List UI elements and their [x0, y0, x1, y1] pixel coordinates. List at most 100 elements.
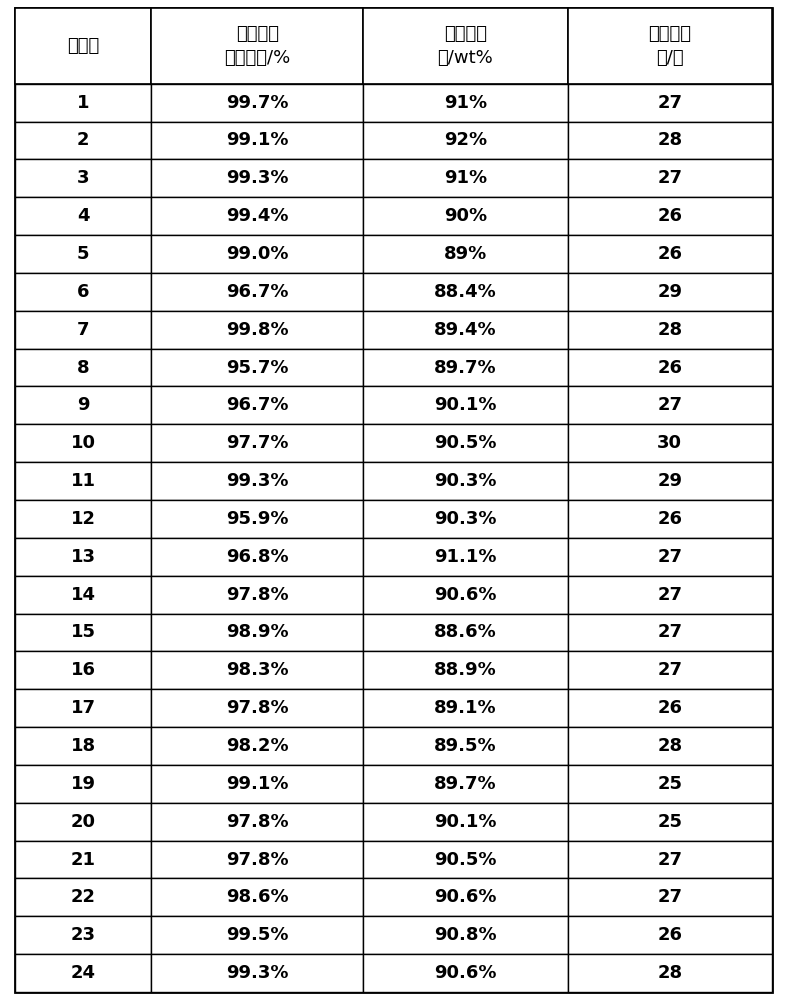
- Text: 95.7%: 95.7%: [226, 359, 289, 377]
- Text: 88.4%: 88.4%: [434, 283, 497, 301]
- Text: 99.8%: 99.8%: [226, 321, 289, 339]
- Bar: [151, 424, 364, 462]
- Bar: [151, 500, 364, 538]
- Bar: [567, 878, 772, 916]
- Text: 12: 12: [71, 510, 96, 528]
- Text: 97.8%: 97.8%: [226, 586, 289, 604]
- Bar: [364, 689, 567, 727]
- Text: 96.7%: 96.7%: [226, 283, 289, 301]
- Bar: [151, 349, 364, 386]
- Bar: [567, 803, 772, 841]
- Text: 99.5%: 99.5%: [226, 926, 289, 944]
- Bar: [151, 122, 364, 159]
- Bar: [567, 349, 772, 386]
- Bar: [151, 841, 364, 878]
- Text: 1: 1: [77, 94, 90, 112]
- Text: 11: 11: [71, 472, 96, 490]
- Bar: [15, 122, 151, 159]
- Text: 89.4%: 89.4%: [434, 321, 497, 339]
- Text: 实施例: 实施例: [67, 37, 99, 55]
- Bar: [364, 273, 567, 311]
- Bar: [567, 727, 772, 765]
- Text: 17: 17: [71, 699, 96, 717]
- Bar: [567, 689, 772, 727]
- Text: 98.9%: 98.9%: [226, 623, 289, 641]
- Text: 催化剂寿
命/天: 催化剂寿 命/天: [648, 25, 691, 67]
- Text: 97.7%: 97.7%: [226, 434, 289, 452]
- Text: 90.3%: 90.3%: [434, 510, 497, 528]
- Text: 99.1%: 99.1%: [226, 775, 289, 793]
- Text: 88.6%: 88.6%: [434, 623, 497, 641]
- Bar: [151, 197, 364, 235]
- Bar: [567, 159, 772, 197]
- Text: 27: 27: [657, 851, 682, 869]
- Bar: [567, 386, 772, 424]
- Bar: [567, 614, 772, 651]
- Bar: [364, 954, 567, 992]
- Bar: [151, 235, 364, 273]
- Text: 91%: 91%: [444, 169, 487, 187]
- Text: 96.7%: 96.7%: [226, 396, 289, 414]
- Text: 含氧化合
物转化率/%: 含氧化合 物转化率/%: [224, 25, 290, 67]
- Text: 27: 27: [657, 396, 682, 414]
- Bar: [151, 386, 364, 424]
- Bar: [567, 841, 772, 878]
- Text: 5: 5: [77, 245, 90, 263]
- Text: 89.7%: 89.7%: [434, 359, 497, 377]
- Bar: [15, 841, 151, 878]
- Text: 90.8%: 90.8%: [434, 926, 497, 944]
- Bar: [567, 954, 772, 992]
- Bar: [364, 159, 567, 197]
- Bar: [364, 386, 567, 424]
- Text: 8: 8: [77, 359, 90, 377]
- Bar: [567, 235, 772, 273]
- Text: 29: 29: [657, 472, 682, 490]
- Text: 96.8%: 96.8%: [226, 548, 289, 566]
- Text: 98.2%: 98.2%: [226, 737, 289, 755]
- Bar: [364, 500, 567, 538]
- Text: 29: 29: [657, 283, 682, 301]
- Bar: [567, 500, 772, 538]
- Bar: [364, 84, 567, 122]
- Text: 10: 10: [71, 434, 96, 452]
- Bar: [15, 311, 151, 349]
- Bar: [364, 424, 567, 462]
- Text: 26: 26: [657, 510, 682, 528]
- Bar: [567, 84, 772, 122]
- Text: 91%: 91%: [444, 94, 487, 112]
- Text: 90.1%: 90.1%: [434, 396, 497, 414]
- Text: 24: 24: [71, 964, 96, 982]
- Text: 99.3%: 99.3%: [226, 964, 289, 982]
- Text: 26: 26: [657, 699, 682, 717]
- Text: 89.1%: 89.1%: [434, 699, 497, 717]
- Text: 28: 28: [657, 131, 682, 149]
- Text: 90.6%: 90.6%: [434, 586, 497, 604]
- Text: 15: 15: [71, 623, 96, 641]
- Bar: [364, 349, 567, 386]
- Bar: [151, 614, 364, 651]
- Text: 27: 27: [657, 548, 682, 566]
- Text: 90.5%: 90.5%: [434, 434, 497, 452]
- Text: 28: 28: [657, 321, 682, 339]
- Bar: [364, 576, 567, 614]
- Bar: [364, 538, 567, 576]
- Bar: [567, 197, 772, 235]
- Bar: [364, 462, 567, 500]
- Text: 26: 26: [657, 245, 682, 263]
- Text: 89.7%: 89.7%: [434, 775, 497, 793]
- Bar: [15, 235, 151, 273]
- Text: 27: 27: [657, 661, 682, 679]
- Text: 90%: 90%: [444, 207, 487, 225]
- Text: 4: 4: [77, 207, 90, 225]
- Bar: [151, 954, 364, 992]
- Bar: [15, 424, 151, 462]
- Text: 99.1%: 99.1%: [226, 131, 289, 149]
- Text: 9: 9: [77, 396, 90, 414]
- Bar: [151, 538, 364, 576]
- Bar: [364, 614, 567, 651]
- Bar: [151, 689, 364, 727]
- Text: 97.8%: 97.8%: [226, 813, 289, 831]
- Text: 26: 26: [657, 207, 682, 225]
- Bar: [364, 197, 567, 235]
- Bar: [364, 841, 567, 878]
